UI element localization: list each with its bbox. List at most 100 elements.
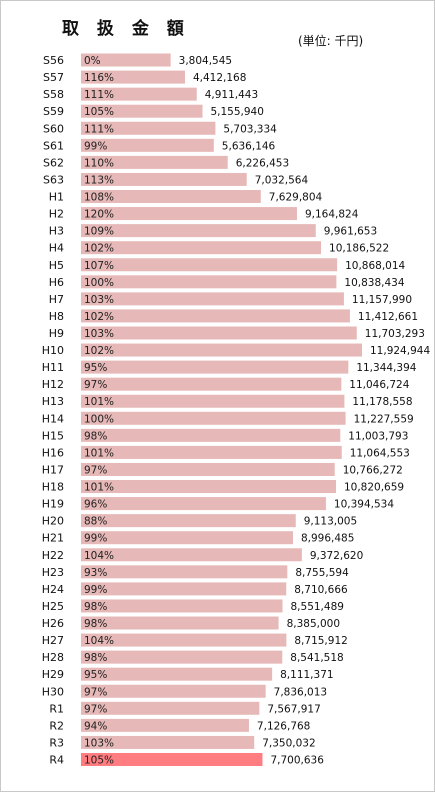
value-label: 7,567,917	[267, 703, 320, 715]
value-label: 11,227,559	[354, 413, 414, 425]
bar	[81, 343, 362, 357]
category-label: H28	[42, 651, 64, 664]
bar	[81, 70, 185, 84]
value-label: 10,820,659	[344, 482, 404, 494]
value-label: 8,541,518	[290, 652, 343, 664]
bar	[81, 207, 297, 221]
category-label: H11	[42, 361, 64, 374]
category-label: H17	[42, 463, 64, 476]
category-label: H12	[42, 378, 64, 391]
percent-label: 96%	[84, 499, 107, 511]
value-label: 8,111,371	[280, 669, 333, 681]
percent-label: 105%	[84, 106, 114, 118]
category-label: H4	[49, 242, 64, 255]
percent-label: 104%	[84, 635, 114, 647]
value-label: 11,924,944	[370, 345, 430, 357]
bar	[81, 241, 322, 255]
category-label: H6	[49, 276, 64, 289]
percent-label: 99%	[84, 140, 107, 152]
percent-label: 0%	[84, 55, 101, 67]
category-label: S57	[43, 71, 64, 84]
value-label: 7,350,032	[262, 737, 315, 749]
value-label: 8,996,485	[301, 533, 354, 545]
percent-label: 97%	[84, 703, 107, 715]
bar	[81, 565, 288, 579]
percent-label: 111%	[84, 123, 114, 135]
value-label: 8,385,000	[287, 618, 340, 630]
percent-label: 100%	[84, 413, 114, 425]
bar	[81, 411, 346, 425]
bar	[81, 121, 216, 135]
value-label: 7,629,804	[269, 192, 323, 204]
bar	[81, 258, 338, 272]
bar	[81, 497, 326, 511]
bar	[81, 104, 203, 118]
value-label: 11,178,558	[352, 396, 412, 408]
bar	[81, 480, 336, 494]
bar	[81, 462, 335, 476]
bar	[81, 224, 316, 238]
value-label: 10,394,534	[334, 499, 394, 511]
value-label: 7,836,013	[274, 686, 327, 698]
percent-label: 102%	[84, 311, 114, 323]
category-label: H25	[42, 600, 64, 613]
bar	[81, 428, 341, 442]
value-label: 7,700,636	[270, 754, 324, 766]
value-label: 8,715,912	[294, 635, 347, 647]
category-label: H18	[42, 481, 64, 494]
percent-label: 101%	[84, 447, 114, 459]
percent-label: 93%	[84, 567, 107, 579]
percent-label: 98%	[84, 652, 107, 664]
bar	[81, 531, 293, 545]
percent-label: 95%	[84, 362, 107, 374]
category-label: H27	[42, 634, 64, 647]
category-label: R4	[49, 753, 64, 766]
percent-label: 97%	[84, 686, 107, 698]
percent-label: 101%	[84, 482, 114, 494]
category-label: H24	[42, 583, 64, 596]
bar	[81, 633, 287, 647]
bar	[81, 155, 228, 169]
category-label: H29	[42, 668, 64, 681]
category-label: H21	[42, 532, 64, 545]
percent-label: 99%	[84, 584, 107, 596]
category-label: S62	[43, 156, 64, 169]
bar	[81, 582, 287, 596]
bar	[81, 360, 349, 374]
bar	[81, 684, 266, 698]
value-label: 11,412,661	[358, 311, 418, 323]
unit-label: (単位: 千円)	[298, 34, 364, 48]
percent-label: 98%	[84, 618, 107, 630]
percent-label: 105%	[84, 754, 114, 766]
category-label: H30	[42, 685, 64, 698]
percent-label: 102%	[84, 243, 114, 255]
value-label: 4,412,168	[193, 72, 246, 84]
bar	[81, 735, 255, 749]
category-label: R1	[49, 702, 64, 715]
category-label: H14	[42, 412, 64, 425]
value-label: 11,157,990	[352, 294, 412, 306]
percent-label: 120%	[84, 209, 114, 221]
bar	[81, 172, 247, 186]
category-label: H3	[49, 225, 64, 238]
value-label: 7,126,768	[257, 720, 310, 732]
value-label: 11,703,293	[365, 328, 425, 340]
category-label: S60	[43, 122, 64, 135]
chart-title: 取 扱 金 額	[62, 19, 190, 39]
category-label: S56	[43, 54, 64, 67]
value-label: 5,636,146	[222, 140, 276, 152]
bar	[81, 138, 214, 152]
value-label: 6,226,453	[236, 157, 289, 169]
bar	[81, 377, 342, 391]
value-label: 5,155,940	[210, 106, 263, 118]
category-label: H22	[42, 549, 64, 562]
category-label: H1	[49, 191, 64, 204]
value-label: 11,064,553	[350, 447, 410, 459]
percent-label: 94%	[84, 720, 107, 732]
percent-label: 88%	[84, 516, 107, 528]
value-label: 10,186,522	[329, 243, 389, 255]
bar	[81, 667, 273, 681]
bar	[81, 87, 197, 101]
category-label: H8	[49, 310, 64, 323]
bar	[81, 650, 283, 664]
